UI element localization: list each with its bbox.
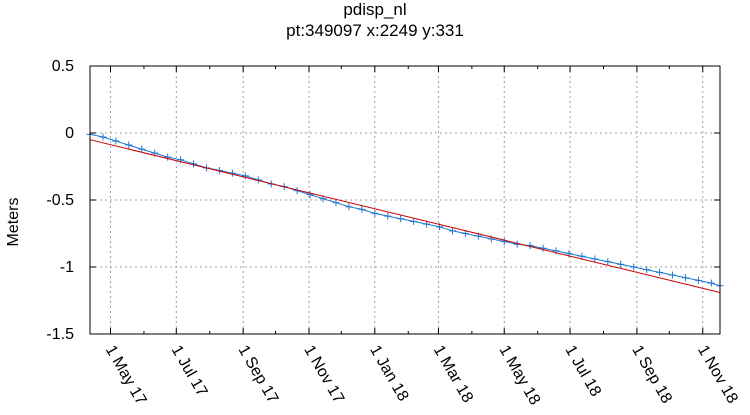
x-tick-label: 1 Sep 17: [235, 343, 282, 407]
data-point: [306, 191, 314, 199]
data-point: [410, 217, 418, 225]
y-tick-label: -0.5: [46, 192, 74, 209]
data-point: [694, 276, 702, 284]
data-point: [707, 279, 715, 287]
data-point: [358, 205, 366, 213]
data-point: [112, 137, 120, 145]
series-layer: [86, 130, 724, 293]
data-point: [448, 227, 456, 235]
data-point: [643, 266, 651, 274]
data-point: [552, 247, 560, 255]
data-point: [630, 263, 638, 271]
data-point: [617, 260, 625, 268]
data-point: [604, 258, 612, 266]
data-point: [539, 244, 547, 252]
data-point: [500, 238, 508, 246]
x-tick-label: 1 Jul 17: [168, 343, 211, 400]
x-tick-label: 1 Nov 17: [300, 343, 347, 407]
y-tick-label: -1.5: [46, 326, 74, 343]
x-tick-label: 1 Mar 18: [430, 343, 476, 406]
data-point: [669, 271, 677, 279]
data-point: [332, 199, 340, 207]
x-tick-label: 1 May 18: [496, 343, 544, 409]
data-point: [241, 172, 249, 180]
data-point: [384, 212, 392, 220]
data-point: [681, 274, 689, 282]
y-axis-label: Meters: [5, 198, 22, 247]
data-point: [345, 203, 353, 211]
data-point: [397, 215, 405, 223]
data-point: [138, 145, 146, 153]
data-point: [591, 255, 599, 263]
chart-subtitle: pt:349097 x:2249 y:331: [286, 21, 464, 40]
series-line: [89, 139, 721, 293]
series-line: [89, 133, 721, 287]
data-point: [164, 153, 172, 161]
y-tick-label: 0.5: [52, 58, 74, 75]
y-tick-label: -1: [60, 259, 74, 276]
x-tick-label: 1 Jan 18: [366, 343, 411, 405]
chart-title: pdisp_nl: [343, 0, 407, 19]
data-point: [99, 133, 107, 141]
data-point: [656, 268, 664, 276]
data-point: [371, 209, 379, 217]
y-tick-label: 0: [65, 125, 74, 142]
x-tick-label: 1 Sep 18: [628, 343, 675, 407]
axis-ticks: 0.5 0 -0.5 -1 -1.5 1 May 17 1 Jul 17 1 Sep 17 1 …: [46, 58, 740, 408]
x-tick-label: 1 Jul 18: [561, 343, 604, 400]
data-point: [125, 141, 133, 149]
x-tick-label: 1 Nov 18: [694, 343, 741, 407]
x-tick-label: 1 May 17: [102, 343, 150, 409]
grid-lines: [90, 66, 720, 334]
